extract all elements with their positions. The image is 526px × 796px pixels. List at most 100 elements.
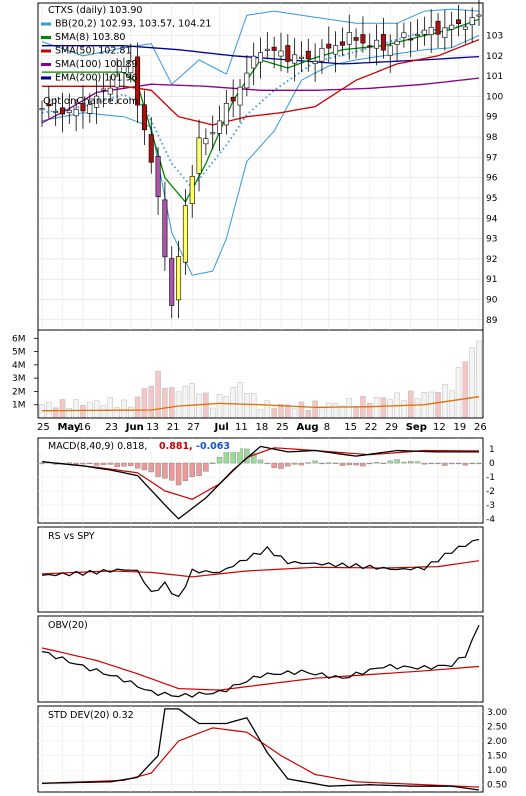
volume-bar: [373, 397, 380, 419]
volume-panel: 6M 5M 4M 3M 2M 1M: [12, 3, 484, 419]
macd-histogram-bar: [353, 462, 359, 466]
price-candle: [387, 45, 393, 56]
volume-bar: [39, 404, 45, 419]
macd-signal-value: 0.881,: [159, 441, 193, 452]
x-tick-label: May: [57, 422, 80, 433]
legend-entry: BB(20,2) 102.93, 103.57, 104.21: [55, 19, 211, 30]
x-tick-label: 12: [433, 422, 446, 433]
price-tick-label: 100: [486, 92, 503, 102]
macd-histogram-bar: [278, 462, 284, 469]
price-candle: [312, 61, 318, 64]
price-candle: [46, 103, 52, 107]
volume-bar: [203, 392, 209, 419]
macd-tick-label: 1: [489, 445, 495, 455]
volume-ma-line: [42, 396, 480, 412]
price-candle: [237, 86, 243, 106]
volume-bar: [80, 405, 86, 419]
price-tick-label: 93: [486, 235, 497, 245]
macd-tick-label: 0: [489, 459, 495, 469]
x-tick-label: 26: [474, 422, 487, 433]
macd-tick-label: -2: [486, 487, 495, 497]
macd-tick-label: -3: [486, 501, 495, 511]
volume-bar: [298, 401, 305, 419]
price-candle: [462, 26, 468, 30]
x-tick-label: 21: [167, 422, 180, 433]
volume-bar: [223, 395, 230, 419]
x-tick-label: Sep: [406, 422, 427, 433]
macd-histogram-bar: [401, 461, 407, 464]
price-candle: [39, 108, 45, 111]
macd-label-bg: [40, 440, 240, 452]
volume-bar: [237, 382, 243, 419]
macd-histogram-bar: [332, 462, 339, 464]
volume-bar: [271, 407, 277, 419]
bb-lower-line: [41, 35, 480, 276]
macd-tick-label: -4: [486, 515, 495, 525]
price-tick-label: 96: [486, 174, 498, 184]
volume-bar: [319, 407, 325, 419]
price-tick-label: 99: [486, 113, 498, 123]
price-candle: [217, 120, 223, 134]
price-tick-label: 103: [486, 31, 503, 41]
price-candle: [456, 19, 462, 25]
x-tick-label: 8: [324, 422, 330, 433]
macd-histogram-bar: [87, 462, 93, 465]
x-tick-label: Jun: [125, 422, 144, 433]
volume-bar: [100, 405, 107, 419]
macd-histogram-bar: [216, 456, 223, 464]
macd-histogram-bar: [435, 462, 441, 465]
volume-bar: [264, 400, 271, 419]
x-tick-label: 25: [37, 422, 50, 433]
volume-bar: [155, 370, 161, 419]
macd-histogram-bar: [455, 462, 462, 465]
volume-bar: [476, 340, 482, 419]
obv-panel: OBV(20): [37, 615, 484, 703]
volume-bar: [387, 399, 393, 419]
std-label: STD DEV(20) 0.32: [48, 710, 134, 721]
std-dev-panel: 3.00 2.50 2.00 1.50 1.00 0.50 STD DEV(20) 0.32: [37, 705, 507, 793]
macd-histogram-bar: [367, 462, 373, 465]
x-tick-label: 13: [146, 422, 159, 433]
std-tick-label: 2.50: [487, 722, 507, 732]
legend-entry: CTXS (daily) 103.90: [48, 5, 142, 16]
volume-bar: [141, 388, 148, 419]
price-candle: [87, 104, 93, 114]
price-candle: [59, 107, 65, 115]
volume-tick-label: 4M: [12, 361, 26, 371]
price-tick-label: 101: [486, 72, 503, 82]
volume-bar: [93, 400, 100, 419]
price-candle: [339, 41, 345, 46]
macd-histogram-bar: [39, 462, 45, 465]
price-candle: [305, 50, 311, 60]
volume-bar: [305, 409, 312, 419]
price-candle: [401, 32, 407, 38]
macd-histogram-bar: [189, 462, 195, 478]
price-candle: [244, 72, 250, 89]
price-candle: [353, 37, 359, 41]
watermark-text: OptionChance.com: [43, 96, 138, 107]
macd-panel: 1 0 -1 -2 -3 -4 MACD(8,40,9) 0.818, 0.881, -0.06…: [37, 437, 495, 525]
volume-bar: [428, 391, 434, 419]
volume-bar: [121, 399, 127, 419]
macd-histogram-bar: [100, 462, 107, 466]
volume-bar: [66, 407, 73, 419]
macd-histogram-bar: [196, 462, 202, 476]
macd-histogram-bar: [291, 462, 298, 465]
volume-bar: [312, 400, 318, 419]
volume-bar: [107, 397, 114, 419]
macd-histogram-bar: [462, 462, 469, 466]
macd-histogram-bar: [162, 462, 168, 479]
macd-label: MACD(8,40,9) 0.818,: [48, 441, 147, 452]
macd-histogram-bar: [210, 462, 216, 464]
volume-bar: [244, 393, 250, 419]
price-candle: [360, 34, 366, 44]
volume-bar: [448, 390, 455, 419]
macd-histogram-bar: [175, 462, 182, 486]
price-candle: [162, 199, 168, 258]
macd-histogram-bar: [380, 462, 387, 465]
macd-histogram-bar: [373, 462, 380, 464]
sma100-line: [41, 77, 480, 124]
price-tick-label: 98: [486, 133, 498, 143]
